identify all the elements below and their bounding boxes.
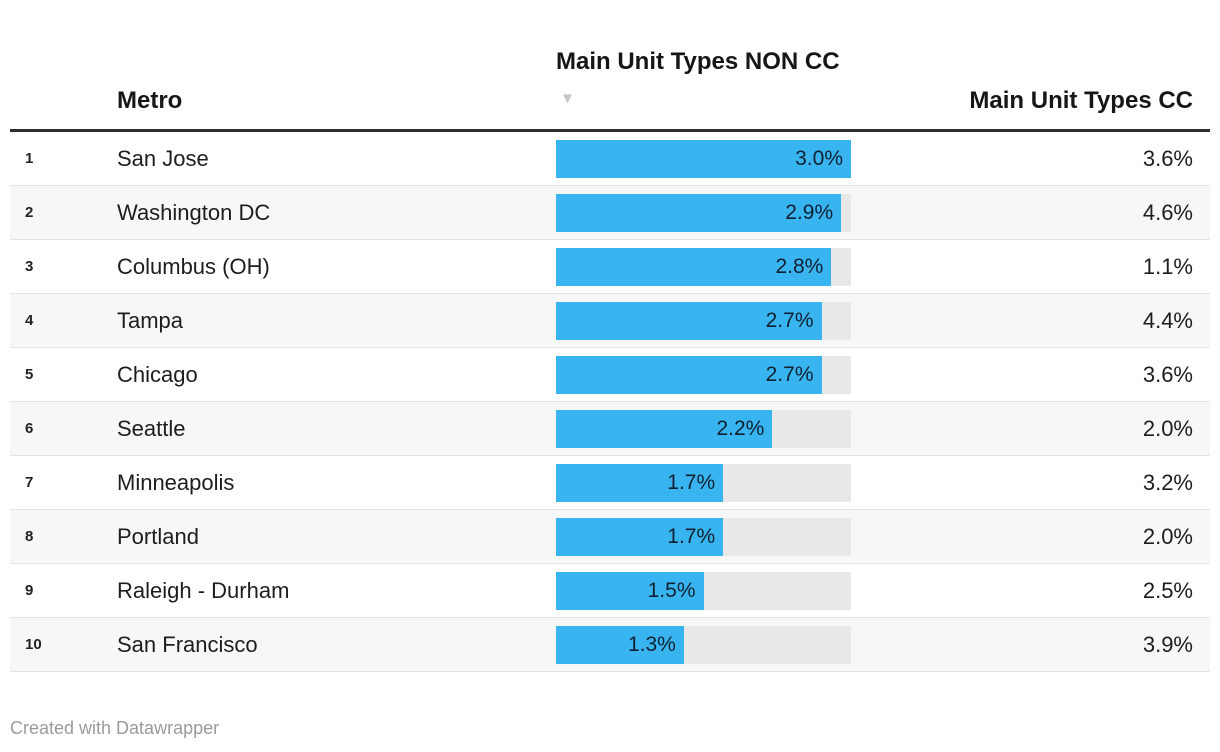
row-metro: Washington DC xyxy=(117,199,271,225)
header-metro[interactable]: Metro xyxy=(117,87,183,114)
table-row: 2 Washington DC 2.9% 4.6% xyxy=(10,186,1210,240)
bar-non-cc: 1.7% xyxy=(556,517,724,556)
row-bar-cell: 3.0% xyxy=(556,139,870,178)
table-row: 3 Columbus (OH) 2.8% 1.1% xyxy=(10,240,1210,294)
row-rank: 9 xyxy=(25,582,34,599)
row-rank: 1 xyxy=(25,150,34,167)
bar-track: 1.7% xyxy=(556,517,851,556)
row-bar-cell: 2.7% xyxy=(556,355,870,394)
bar-value-label: 1.7% xyxy=(667,470,716,494)
table-body: 1 San Jose 3.0% 3.6% 2 Washington DC 2.9… xyxy=(10,132,1210,672)
bar-non-cc: 2.8% xyxy=(556,247,832,286)
row-bar-cell: 2.8% xyxy=(556,247,870,286)
row-metro: San Francisco xyxy=(117,631,258,657)
row-metro: Minneapolis xyxy=(117,469,235,495)
row-cc-value: 4.4% xyxy=(1142,307,1193,333)
bar-track: 2.7% xyxy=(556,355,851,394)
table-row: 4 Tampa 2.7% 4.4% xyxy=(10,294,1210,348)
bar-track: 2.7% xyxy=(556,301,851,340)
row-rank: 3 xyxy=(25,258,34,275)
bar-track: 2.8% xyxy=(556,247,851,286)
row-bar-cell: 1.7% xyxy=(556,517,870,556)
bar-track: 1.5% xyxy=(556,571,851,610)
row-rank: 6 xyxy=(25,420,34,437)
row-cc-value: 2.0% xyxy=(1142,523,1193,549)
row-cc-value: 2.0% xyxy=(1142,415,1193,441)
row-rank: 10 xyxy=(25,636,42,653)
bar-non-cc: 1.5% xyxy=(556,571,704,610)
bar-value-label: 1.3% xyxy=(627,632,676,656)
table-row: 9 Raleigh - Durham 1.5% 2.5% xyxy=(10,564,1210,618)
row-rank: 4 xyxy=(25,312,34,329)
row-bar-cell: 2.7% xyxy=(556,301,870,340)
table-header-row: Metro Main Unit Types NON CC ▼ Main Unit… xyxy=(10,0,1210,132)
row-cc-value: 3.6% xyxy=(1142,145,1193,171)
bar-non-cc: 1.7% xyxy=(556,463,724,502)
row-bar-cell: 1.7% xyxy=(556,463,870,502)
table-row: 8 Portland 1.7% 2.0% xyxy=(10,510,1210,564)
row-metro: Chicago xyxy=(117,361,198,387)
bar-non-cc: 2.2% xyxy=(556,409,773,448)
bar-non-cc: 1.3% xyxy=(556,625,684,664)
row-metro: Seattle xyxy=(117,415,186,441)
bar-non-cc: 2.9% xyxy=(556,193,842,232)
table-row: 1 San Jose 3.0% 3.6% xyxy=(10,132,1210,186)
row-rank: 5 xyxy=(25,366,34,383)
bar-value-label: 2.2% xyxy=(716,416,765,440)
header-non-cc[interactable]: Main Unit Types NON CC ▼ xyxy=(556,44,870,119)
sort-desc-icon[interactable]: ▼ xyxy=(560,90,575,107)
table-row: 5 Chicago 2.7% 3.6% xyxy=(10,348,1210,402)
bar-value-label: 1.5% xyxy=(647,578,696,602)
header-non-cc-label: Main Unit Types NON CC xyxy=(556,48,840,75)
row-cc-value: 3.6% xyxy=(1142,361,1193,387)
attribution-link[interactable]: Created with Datawrapper xyxy=(10,718,220,738)
bar-non-cc: 2.7% xyxy=(556,355,822,394)
row-bar-cell: 2.9% xyxy=(556,193,870,232)
row-cc-value: 1.1% xyxy=(1142,253,1193,279)
bar-value-label: 2.9% xyxy=(785,200,834,224)
row-bar-cell: 2.2% xyxy=(556,409,870,448)
bar-value-label: 2.7% xyxy=(765,308,814,332)
bar-non-cc: 2.7% xyxy=(556,301,822,340)
row-bar-cell: 1.5% xyxy=(556,571,870,610)
row-metro: San Jose xyxy=(117,145,209,171)
row-rank: 8 xyxy=(25,528,34,545)
row-metro: Tampa xyxy=(117,307,184,333)
row-bar-cell: 1.3% xyxy=(556,625,870,664)
row-cc-value: 3.9% xyxy=(1142,631,1193,657)
header-cc[interactable]: Main Unit Types CC xyxy=(969,87,1193,114)
row-metro: Portland xyxy=(117,523,199,549)
bar-track: 2.9% xyxy=(556,193,851,232)
table-row: 6 Seattle 2.2% 2.0% xyxy=(10,402,1210,456)
table-row: 10 San Francisco 1.3% 3.9% xyxy=(10,618,1210,672)
row-metro: Raleigh - Durham xyxy=(117,577,290,603)
row-rank: 2 xyxy=(25,204,34,221)
row-cc-value: 2.5% xyxy=(1142,577,1193,603)
bar-value-label: 3.0% xyxy=(795,146,843,170)
row-cc-value: 3.2% xyxy=(1142,469,1193,495)
bar-value-label: 2.8% xyxy=(775,254,824,278)
bar-value-label: 2.7% xyxy=(765,362,814,386)
row-cc-value: 4.6% xyxy=(1142,199,1193,225)
bar-track: 1.3% xyxy=(556,625,851,664)
bar-track: 1.7% xyxy=(556,463,851,502)
bar-value-label: 1.7% xyxy=(667,524,716,548)
bar-track: 2.2% xyxy=(556,409,851,448)
bar-non-cc: 3.0% xyxy=(556,139,851,178)
table-row: 7 Minneapolis 1.7% 3.2% xyxy=(10,456,1210,510)
bar-track: 3.0% xyxy=(556,139,851,178)
row-rank: 7 xyxy=(25,474,34,491)
row-metro: Columbus (OH) xyxy=(117,253,270,279)
